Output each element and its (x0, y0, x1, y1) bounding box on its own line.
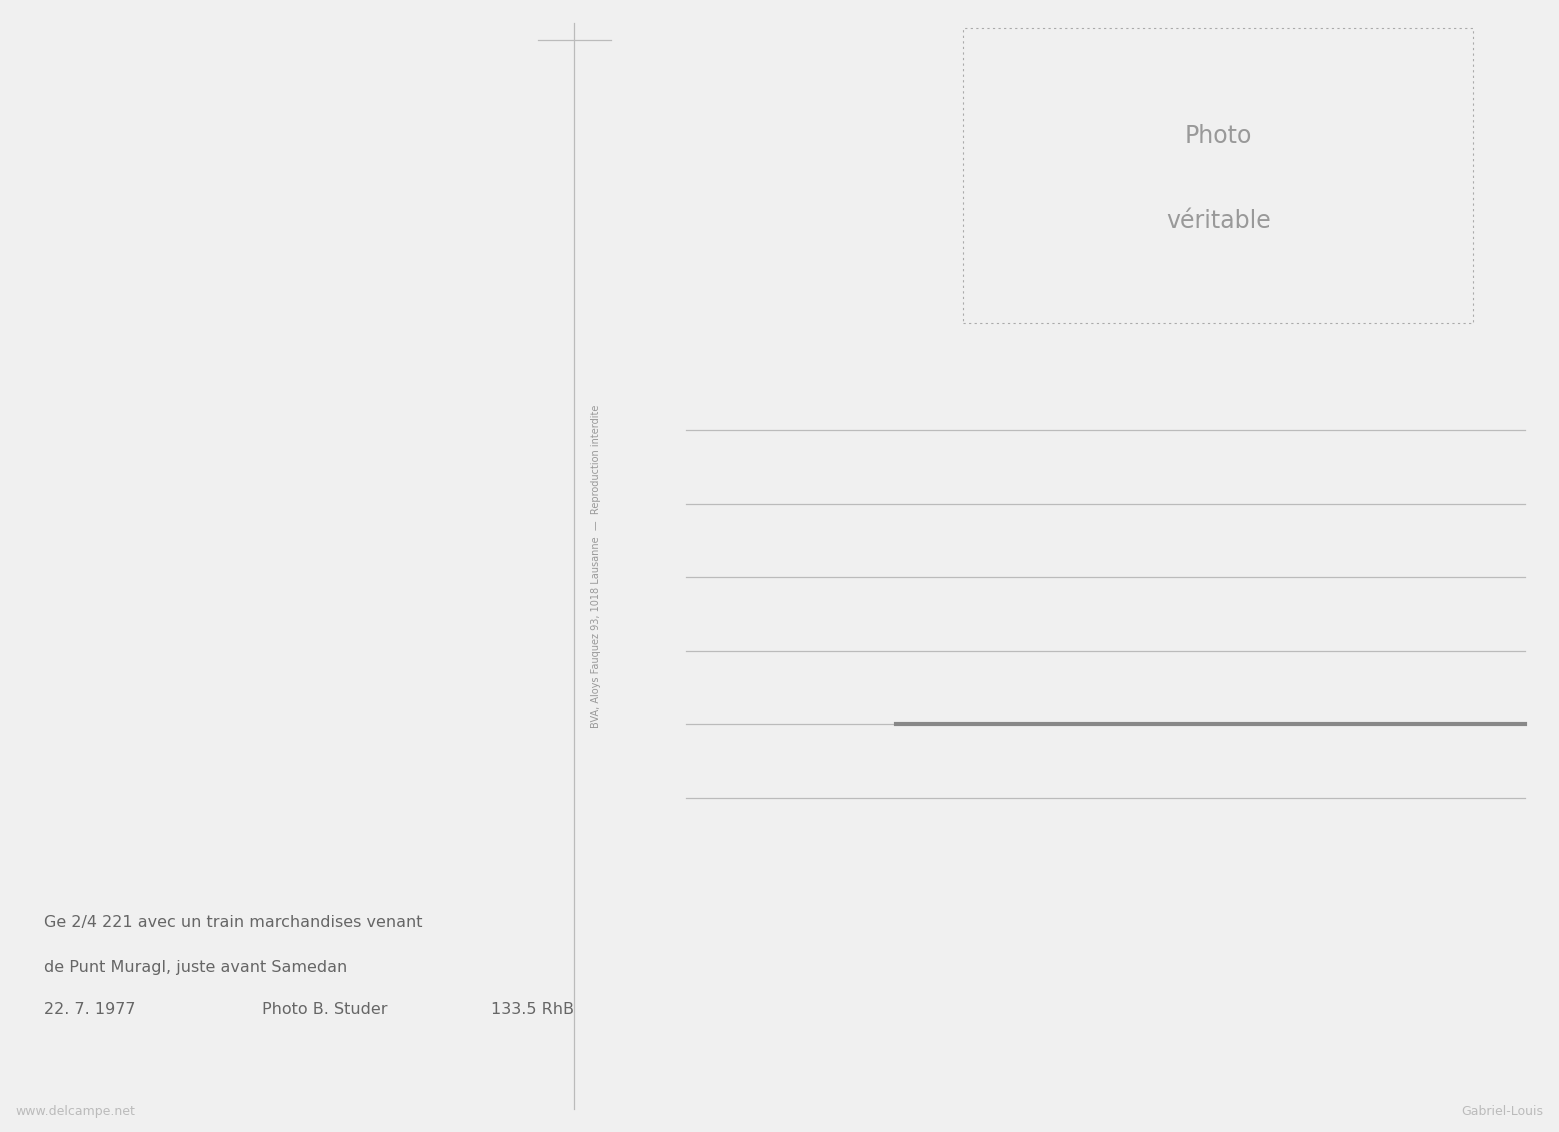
Text: BVA, Aloys Fauquez 93, 1018 Lausanne  —  Reproduction interdite: BVA, Aloys Fauquez 93, 1018 Lausanne — R… (591, 404, 600, 728)
Text: Photo B. Studer: Photo B. Studer (262, 1002, 388, 1018)
Text: Photo: Photo (1185, 123, 1252, 148)
Text: 133.5 RhB: 133.5 RhB (491, 1002, 574, 1018)
Text: de Punt Muragl, juste avant Samedan: de Punt Muragl, juste avant Samedan (44, 960, 348, 976)
Text: Gabriel-Louis: Gabriel-Louis (1461, 1106, 1543, 1118)
Bar (963, 28, 1473, 323)
Text: Ge 2/4 221 avec un train marchandises venant: Ge 2/4 221 avec un train marchandises ve… (44, 915, 422, 931)
Text: www.delcampe.net: www.delcampe.net (16, 1106, 136, 1118)
Text: véritable: véritable (1166, 208, 1271, 233)
Text: 22. 7. 1977: 22. 7. 1977 (44, 1002, 136, 1018)
